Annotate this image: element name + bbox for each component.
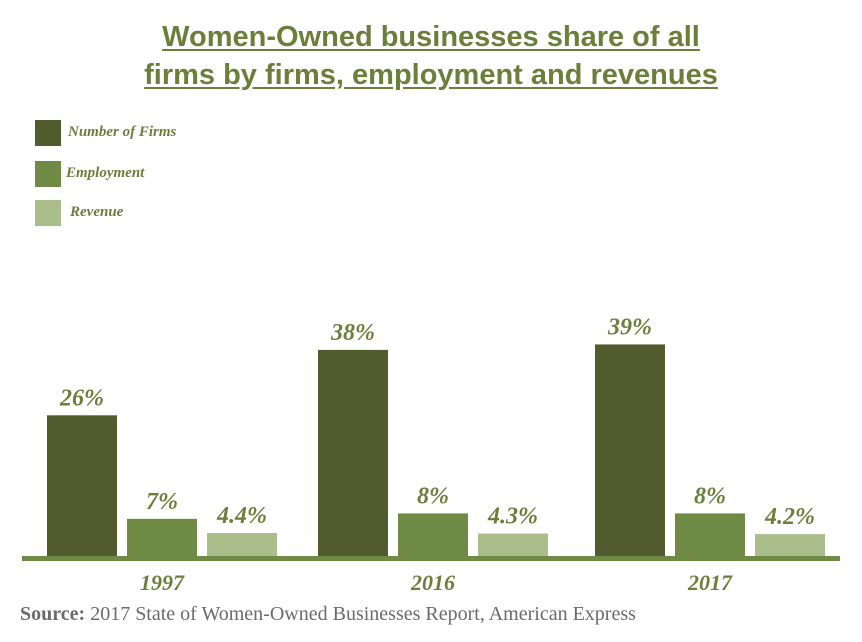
bar-revenue-1997 [207, 533, 277, 557]
bar-employment-2017 [675, 513, 745, 557]
bar-firms-2016 [318, 349, 388, 557]
data-label-employment-2016: 8% [417, 483, 449, 509]
bar-revenue-2016 [478, 533, 548, 557]
legend-swatch-revenue [35, 200, 61, 226]
data-label-employment-2017: 8% [694, 483, 726, 509]
x-tick-label-2017: 2017 [687, 570, 733, 595]
data-label-employment-1997: 7% [146, 489, 178, 515]
bar-firms-2017 [595, 344, 665, 557]
legend-swatch-employment [35, 161, 61, 187]
x-tick-label-2016: 2016 [410, 570, 455, 595]
legend-label-employment: Employment [66, 165, 145, 181]
bar-employment-1997 [127, 518, 197, 557]
data-label-revenue-1997: 4.4% [216, 503, 267, 529]
bar-employment-2016 [398, 513, 468, 557]
data-label-revenue-2017: 4.2% [764, 504, 815, 530]
data-label-revenue-2016: 4.3% [487, 504, 538, 530]
source-text: 2017 State of Women-Owned Businesses Rep… [90, 603, 636, 625]
legend-swatch-firms [35, 120, 61, 146]
source-label: Source: [20, 603, 86, 625]
data-label-firms-1997: 26% [59, 385, 104, 411]
bar-revenue-2017 [755, 534, 825, 557]
bar-firms-1997 [47, 415, 117, 557]
source-note: Source: 2017 State of Women-Owned Busine… [20, 603, 636, 626]
chart-title-line-1: Women-Owned businesses share of all [162, 21, 700, 53]
data-label-firms-2017: 39% [607, 314, 652, 340]
chart-title-line-2: firms by firms, employment and revenues [144, 59, 718, 91]
x-tick-label-1997: 1997 [140, 570, 185, 595]
legend-label-revenue: Revenue [70, 204, 124, 220]
legend-label-firms: Number of Firms [68, 124, 177, 140]
bar-chart: 26% 7% 4.4% 1997 38% 8% 4.3% 2016 39% 8% 4.2% 2017 [22, 314, 840, 595]
x-axis-line [22, 556, 840, 561]
chart-title: Women-Owned businesses share of all firm… [0, 18, 862, 94]
data-label-firms-2016: 38% [330, 320, 375, 346]
